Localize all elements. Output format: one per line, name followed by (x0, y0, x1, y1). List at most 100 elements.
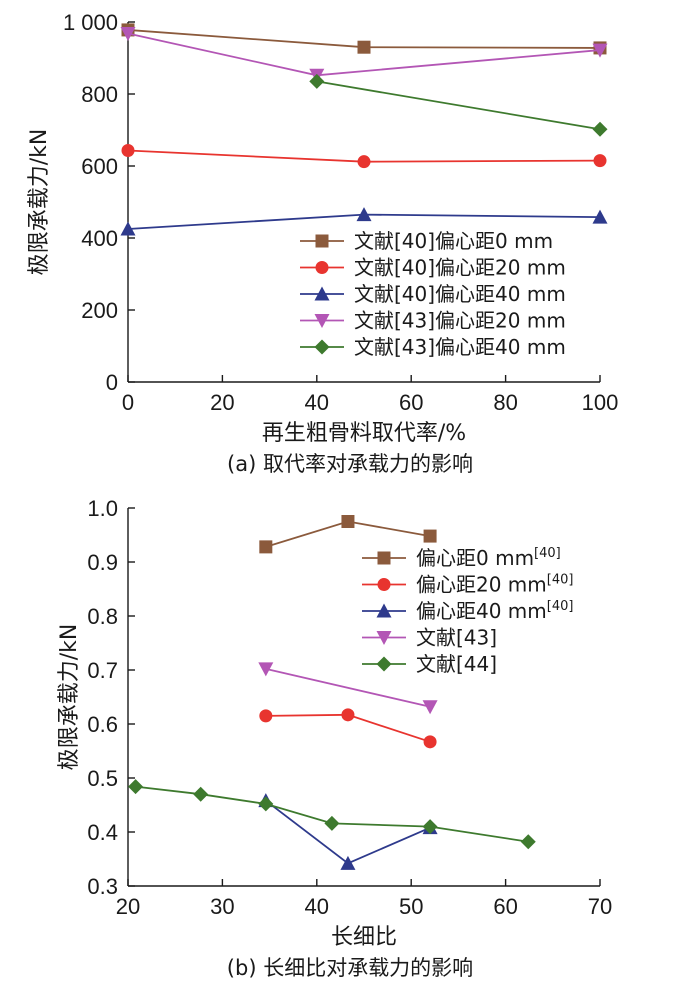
data-point (422, 700, 438, 715)
legend-label: 偏心距20 mm[40] (416, 573, 573, 597)
data-point (258, 796, 274, 812)
legend-label-text: 文献[43]偏心距20 mm (354, 309, 566, 333)
x-axis-title: 长细比 (331, 925, 397, 950)
x-tick-label: 70 (588, 894, 612, 919)
legend-label-text: 偏心距0 mm (416, 546, 534, 570)
y-tick-label: 0 (106, 370, 118, 395)
data-point (592, 121, 608, 137)
series-1 (121, 23, 607, 55)
series-1 (259, 515, 437, 554)
data-point (120, 27, 136, 42)
legend-marker (376, 656, 392, 672)
legend-label-text: 偏心距40 mm (416, 599, 547, 623)
data-point (592, 209, 608, 224)
series-3 (120, 207, 608, 236)
x-tick-label: 40 (305, 894, 329, 919)
series-2 (121, 144, 607, 169)
x-tick-label: 60 (493, 894, 517, 919)
y-tick-label: 0.4 (87, 820, 118, 845)
legend-marker (377, 578, 391, 591)
y-tick-label: 800 (81, 82, 118, 107)
legend-label-text: 文献[43]偏心距40 mm (354, 335, 566, 359)
x-tick-label: 30 (210, 894, 234, 919)
x-tick-label: 40 (305, 390, 329, 415)
panel-b-slenderness-ratio: 20 30 40 50 60 70 0.3 0.4 0.5 0.6 0.7 0.8 0.9 1.0 长细比 极… (57, 496, 612, 980)
data-point (423, 735, 437, 749)
legend-label-text: 文献[40]偏心距20 mm (354, 256, 566, 280)
legend-label: 文献[40]偏心距0 mm (354, 229, 553, 253)
data-point (422, 819, 438, 835)
legend-marker (314, 286, 330, 301)
data-point (258, 662, 274, 677)
data-point (357, 155, 371, 169)
series-line (316, 80, 601, 131)
data-point (423, 529, 437, 543)
legend-label: 文献[44] (416, 652, 497, 676)
legend-label: 文献[43]偏心距40 mm (354, 335, 566, 359)
y-tick-label: 0.6 (87, 712, 118, 737)
y-tick-label: 0.9 (87, 550, 118, 575)
data-point (520, 834, 536, 850)
legend-marker (315, 261, 329, 274)
y-tick-label: 200 (81, 298, 118, 323)
legend-label-reference: [40] (534, 546, 561, 561)
legend-label-text: 文献[40]偏心距0 mm (354, 229, 553, 253)
y-tick-label: 1.0 (87, 496, 118, 521)
data-point (593, 154, 607, 168)
legend-marker (315, 234, 329, 248)
data-point (259, 540, 273, 554)
data-point (193, 786, 209, 802)
legend-label-reference: [40] (547, 573, 574, 588)
data-point (128, 779, 144, 795)
data-point (341, 515, 355, 528)
legend-label-text: 文献[44] (416, 652, 497, 676)
data-point (309, 73, 325, 89)
legend-label: 文献[40]偏心距20 mm (354, 256, 566, 280)
x-tick-label: 60 (399, 390, 423, 415)
y-tick-label: 400 (81, 226, 118, 251)
panel-caption: (a) 取代率对承载力的影响 (227, 452, 473, 476)
legend-label-reference: [40] (547, 599, 574, 614)
panel-caption: (b) 长细比对承载力的影响 (227, 956, 473, 980)
x-tick-label: 20 (116, 894, 140, 919)
legend-marker (314, 339, 330, 355)
y-tick-label: 0.8 (87, 604, 118, 629)
data-point (592, 43, 608, 58)
legend-label-text: 文献[43] (416, 626, 497, 650)
legend-label: 偏心距40 mm[40] (416, 599, 573, 623)
series-3 (258, 793, 438, 870)
data-point (357, 40, 371, 54)
y-tick-label: 0.5 (87, 766, 118, 791)
y-tick-label: 1 000 (63, 10, 118, 35)
data-point (340, 855, 356, 870)
legend-marker (376, 603, 392, 618)
series-4 (258, 662, 438, 715)
legend-marker (377, 551, 391, 565)
y-axis-title: 极限承载力/kN (27, 129, 52, 276)
series-line (265, 668, 431, 708)
y-tick-label: 600 (81, 154, 118, 179)
series-line (265, 799, 431, 865)
series-line (127, 32, 601, 77)
x-tick-label: 100 (582, 390, 619, 415)
data-point (121, 144, 135, 158)
series-line (135, 785, 529, 843)
series-5 (309, 73, 608, 137)
x-axis-title: 再生粗骨料取代率/% (262, 421, 466, 446)
data-point (356, 207, 372, 222)
legend-marker (314, 314, 330, 328)
x-tick-label: 50 (399, 894, 423, 919)
y-axis-title: 极限承载力/kN (57, 624, 82, 771)
data-point (120, 221, 136, 236)
legend-label: 文献[43] (416, 626, 497, 650)
data-point (324, 815, 340, 831)
series-2 (259, 708, 437, 749)
x-tick-label: 80 (493, 390, 517, 415)
legend-marker (376, 631, 392, 645)
legend-label-text: 文献[40]偏心距40 mm (354, 282, 566, 306)
x-tick-label: 0 (122, 390, 134, 415)
legend-label: 文献[40]偏心距40 mm (354, 282, 566, 306)
series-5 (128, 779, 536, 850)
